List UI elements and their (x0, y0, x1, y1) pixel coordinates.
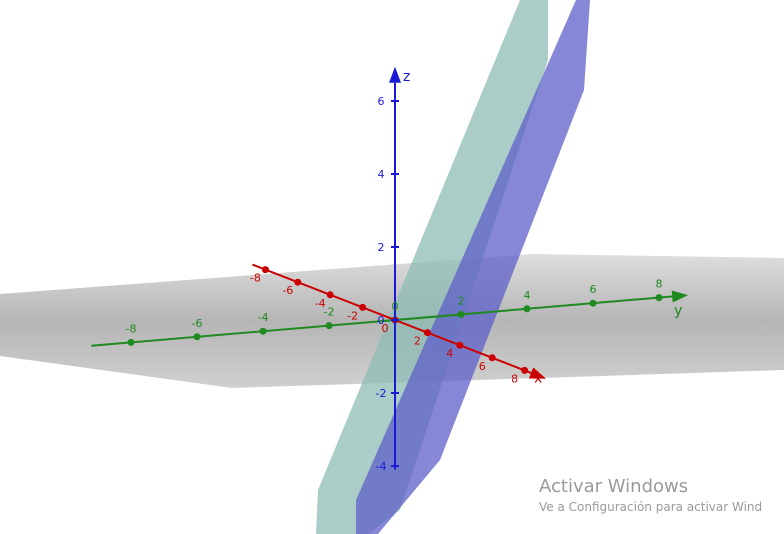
y-tick-label: -4 (258, 311, 269, 324)
z-tick-label: -2 (376, 387, 387, 400)
z-tick-label: 4 (378, 168, 385, 181)
z-axis-name: z (403, 69, 410, 85)
y-tick-point (457, 310, 465, 318)
y-tick-label: 4 (524, 289, 531, 302)
y-tick-point (589, 299, 597, 307)
z-tick-label: -4 (376, 460, 387, 473)
x-axis-arrow-icon (528, 367, 546, 379)
z-axis[interactable] (389, 66, 401, 470)
y-tick-point (523, 305, 531, 313)
x-tick-label: 4 (446, 347, 453, 360)
plane-2[interactable] (356, 0, 590, 534)
x-tick-label: 6 (479, 360, 486, 373)
y-axis-name: y (674, 303, 682, 319)
x-axis-name: x (534, 371, 542, 387)
y-tick-point (325, 322, 333, 330)
y-tick-label: 6 (590, 283, 597, 296)
y-axis-arrow-icon (671, 290, 689, 303)
x-tick-label: -8 (250, 272, 261, 285)
y-tick-label: 2 (458, 294, 465, 307)
x-tick-point (423, 329, 431, 337)
y-tick-label: 8 (656, 278, 663, 291)
x-tick-label: -2 (347, 309, 358, 322)
y-tick-label: -2 (324, 306, 335, 319)
y-tick-label: -6 (192, 317, 203, 330)
y-tick-label: -8 (126, 322, 137, 335)
y-tick-point (193, 333, 201, 341)
x-tick-point (359, 303, 367, 311)
x-tick-label: 0 (382, 322, 389, 335)
x-axis[interactable] (252, 263, 546, 379)
y-tick-point (655, 294, 663, 302)
y-tick-point (127, 338, 135, 346)
x-tick-point (488, 354, 496, 362)
x-tick-point (456, 341, 464, 349)
x-tick-point (326, 291, 334, 299)
z-tick-label: 0 (378, 314, 385, 327)
x-tick-label: -4 (315, 297, 326, 310)
z-axis-arrow-icon (389, 66, 401, 83)
x-tick-label: 2 (414, 335, 421, 348)
y-axis-line (91, 295, 673, 347)
x-tick-point (521, 366, 529, 374)
plane-1[interactable] (316, 0, 548, 534)
y-tick-point (259, 327, 267, 335)
x-tick-label: 8 (511, 372, 518, 385)
x-tick-point (261, 266, 269, 274)
z-tick-label: 6 (378, 95, 385, 108)
x-tick-label: -6 (282, 284, 293, 297)
z-tick-label: 2 (378, 241, 385, 254)
y-tick-label: 0 (392, 300, 399, 313)
x-tick-point (294, 278, 302, 286)
